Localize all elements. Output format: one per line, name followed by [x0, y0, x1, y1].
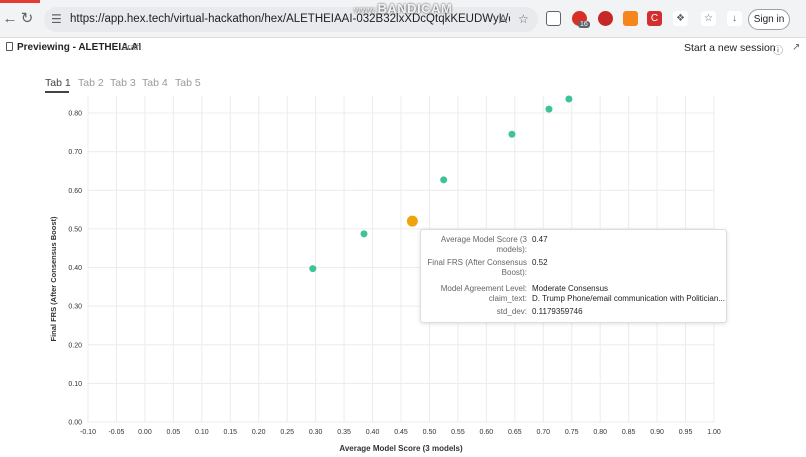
x-tick-label: 0.20 — [252, 429, 266, 436]
download-icon[interactable]: ↓ — [727, 11, 742, 26]
metamask-fox-icon[interactable] — [623, 11, 638, 26]
x-tick-label: 0.10 — [195, 429, 209, 436]
x-tick-label: 0.85 — [622, 429, 636, 436]
tab-4[interactable]: Tab 4 — [142, 77, 168, 89]
scatter-point — [545, 105, 553, 113]
tooltip-value: 0.1179359746 — [532, 307, 583, 316]
tab-1[interactable]: Tab 1 — [45, 77, 71, 89]
tooltip-key: Final FRS (After Consensus Boost): — [427, 258, 527, 277]
app-header: Previewing - ALETHEIA.AI draft Start a n… — [0, 38, 806, 58]
tooltip-key: Average Model Score (3 models): — [440, 235, 527, 254]
reload-icon[interactable]: ↻ — [20, 10, 34, 27]
tab-2[interactable]: Tab 2 — [78, 77, 104, 89]
status-label: draft — [122, 42, 142, 53]
browser-toolbar: ← ↻ ☰ https://app.hex.tech/virtual-hacka… — [0, 0, 806, 38]
y-tick-label: 0.30 — [68, 304, 82, 311]
scatter-point — [309, 265, 317, 273]
x-tick-label: 0.75 — [565, 429, 579, 436]
recording-watermark: www.BANDICAM — [354, 1, 453, 16]
scatter-point — [508, 130, 516, 138]
y-tick-label: 0.60 — [68, 188, 82, 195]
sign-in-button[interactable]: Sign in — [748, 9, 790, 30]
x-tick-label: 0.40 — [366, 429, 380, 436]
page-title: Previewing - ALETHEIA.AI — [17, 42, 142, 53]
address-bar[interactable]: ☰ https://app.hex.tech/virtual-hackathon… — [44, 7, 538, 32]
tab-5[interactable]: Tab 5 — [175, 77, 201, 89]
tooltip-key: claim_text: — [488, 294, 527, 303]
bookmarks-icon[interactable]: ☆ — [701, 11, 716, 26]
chart-tooltip: Average Model Score (3 models): 0.47 Final… — [420, 229, 727, 323]
bookmark-star-icon[interactable]: ☆ — [518, 12, 529, 26]
x-tick-label: 0.60 — [480, 429, 494, 436]
x-tick-label: 0.70 — [536, 429, 550, 436]
url-text[interactable]: https://app.hex.tech/virtual-hackathon/h… — [70, 13, 510, 25]
tooltip-value: 0.52 — [532, 258, 548, 267]
x-tick-label: 0.00 — [138, 429, 152, 436]
x-tick-label: 0.05 — [167, 429, 181, 436]
y-tick-label: 0.70 — [68, 149, 82, 156]
x-tick-label: 1.00 — [707, 429, 721, 436]
x-tick-label: 0.45 — [394, 429, 408, 436]
tomato-extension-icon[interactable] — [598, 11, 613, 26]
extension-badge: 16 — [578, 21, 590, 28]
x-tick-label: 0.25 — [280, 429, 294, 436]
hex-app-icon — [6, 42, 13, 51]
x-tick-label: 0.50 — [423, 429, 437, 436]
tab-accent-line — [0, 0, 40, 3]
x-tick-label: 0.55 — [451, 429, 465, 436]
x-tick-label: 0.80 — [593, 429, 607, 436]
tab-search-icon[interactable] — [546, 11, 561, 26]
site-info-icon[interactable]: ☰ — [51, 12, 62, 26]
y-axis-title: Final FRS (After Consensus Boost) — [49, 216, 58, 342]
scatter-point — [440, 176, 448, 184]
y-tick-label: 0.80 — [68, 111, 82, 118]
y-tick-label: 0.50 — [68, 226, 82, 233]
x-tick-label: -0.10 — [80, 429, 96, 436]
back-icon[interactable]: ← — [2, 10, 18, 27]
tooltip-key: std_dev: — [496, 307, 527, 316]
tab-3[interactable]: Tab 3 — [110, 77, 136, 89]
x-tick-label: 0.15 — [223, 429, 237, 436]
new-session-button[interactable]: Start a new session — [684, 42, 776, 54]
translate-icon[interactable]: A — [499, 12, 508, 26]
tooltip-value: D. Trump Phone/email communication with … — [532, 294, 725, 303]
x-tick-label: 0.90 — [650, 429, 664, 436]
x-tick-label: 0.30 — [309, 429, 323, 436]
active-tab-indicator — [45, 91, 69, 93]
tooltip-key: Model Agreement Level: — [440, 284, 527, 293]
x-tick-label: -0.05 — [108, 429, 124, 436]
x-tick-label: 0.95 — [679, 429, 693, 436]
x-tick-label: 0.35 — [337, 429, 351, 436]
y-tick-label: 0.40 — [68, 265, 82, 272]
y-tick-label: 0.20 — [68, 342, 82, 349]
x-tick-label: 0.65 — [508, 429, 522, 436]
puzzle-extensions-icon[interactable]: ❖ — [673, 11, 688, 26]
tooltip-value: Moderate Consensus — [532, 284, 609, 293]
scatter-chart: -0.10 -0.05 0.00 0.05 0.10 0.15 0.20 0.25 0.30 0.… — [49, 95, 721, 453]
y-tick-label: 0.00 — [68, 420, 82, 427]
scatter-point — [360, 230, 368, 238]
x-axis-title: Average Model Score (3 models) — [339, 444, 463, 453]
scatter-point — [565, 95, 573, 103]
highlighted-point — [406, 215, 418, 227]
c-extension-icon[interactable]: C — [647, 11, 662, 26]
y-tick-label: 0.10 — [68, 381, 82, 388]
tooltip-value: 0.47 — [532, 235, 548, 244]
info-icon[interactable]: ⓘ — [773, 46, 783, 57]
link-icon[interactable]: ↗ — [792, 42, 801, 53]
